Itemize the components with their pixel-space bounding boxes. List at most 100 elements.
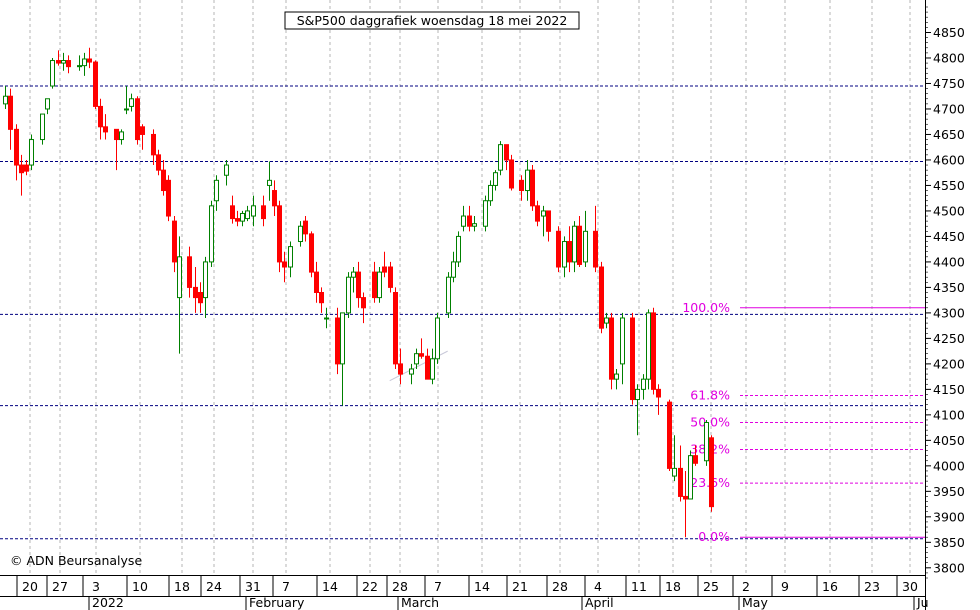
candle-down: [609, 312, 614, 390]
candle-body: [446, 276, 451, 314]
candle-down: [709, 435, 714, 512]
candle-up: [472, 216, 477, 232]
y-tick-label: 4050: [933, 433, 965, 448]
candle-up: [45, 98, 50, 115]
candle-body: [93, 61, 98, 107]
month-label: May: [742, 595, 768, 610]
candle-body: [193, 286, 198, 299]
x-tick-label: 18: [665, 579, 681, 594]
candle-down: [314, 261, 319, 303]
candle-body: [541, 210, 546, 217]
candle-down: [193, 267, 198, 313]
candle-body: [166, 179, 171, 217]
candle-body: [114, 128, 119, 141]
x-tick-label: 2: [742, 579, 750, 594]
candle-body: [288, 246, 293, 268]
x-tick-label: 18: [174, 579, 190, 594]
x-tick-label: 3: [92, 579, 100, 594]
candle-up: [446, 272, 451, 318]
candle-down: [467, 205, 472, 232]
candle-body: [572, 225, 577, 263]
candle-body: [129, 98, 134, 107]
candle-up: [488, 180, 493, 206]
y-tick-label: 4400: [933, 254, 965, 269]
candle-down: [14, 124, 19, 181]
candle-body: [451, 261, 456, 278]
y-tick-label: 3850: [933, 535, 965, 550]
candle-up: [583, 210, 588, 268]
candle-body: [119, 131, 124, 141]
candle-up: [124, 86, 129, 115]
candle-body: [282, 261, 287, 268]
candle-up: [267, 161, 272, 201]
candle-down: [187, 246, 192, 298]
candle-body: [319, 292, 324, 304]
candle-body: [688, 455, 693, 500]
candle-body: [303, 220, 308, 235]
candle-body: [29, 139, 34, 166]
candle-body: [3, 95, 8, 105]
candle-down: [693, 445, 698, 466]
candle-body: [472, 223, 477, 227]
candle-body: [393, 292, 398, 365]
candle-up: [377, 267, 382, 303]
candle-up: [409, 363, 414, 385]
candle-body: [356, 271, 361, 299]
candle-body: [8, 95, 13, 130]
candle-down: [335, 307, 340, 375]
candle-body: [14, 128, 19, 166]
candle-body: [103, 126, 108, 133]
x-tick-label: 7: [434, 579, 442, 594]
candle-down: [599, 261, 604, 334]
candle-down: [230, 195, 235, 224]
candle-down: [103, 114, 108, 140]
x-tick-label: 21: [512, 579, 528, 594]
candle-down: [282, 251, 287, 283]
x-tick-label: 28: [392, 579, 408, 594]
candle-body: [161, 169, 166, 192]
title-box: [284, 11, 580, 30]
candle-down: [656, 384, 661, 415]
candle-body: [546, 210, 551, 232]
candle-body: [409, 368, 414, 375]
candle-body: [577, 225, 582, 265]
y-tick-label: 4600: [933, 152, 965, 167]
candles-layer: [3, 47, 714, 538]
candle-down: [235, 210, 240, 227]
candle-body: [346, 276, 351, 314]
y-tick-label: 4100: [933, 407, 965, 422]
candle-down: [683, 470, 688, 538]
candle-up: [203, 256, 208, 318]
candle-body: [456, 235, 461, 263]
y-tick-label: 4850: [933, 25, 965, 40]
candle-body: [61, 60, 66, 64]
support-lines-layer: [0, 85, 925, 540]
candle-up: [224, 159, 229, 186]
x-tick-label: 9: [781, 579, 789, 594]
candle-body: [267, 179, 272, 186]
y-tick-label: 4200: [933, 356, 965, 371]
candle-body: [641, 378, 646, 390]
candle-body: [398, 363, 403, 375]
candle-body: [45, 98, 50, 110]
candle-up: [214, 175, 219, 211]
candle-up: [298, 221, 303, 247]
candle-body: [567, 241, 572, 263]
candle-down: [98, 98, 103, 140]
candle-body: [609, 317, 614, 380]
candle-up: [324, 307, 329, 329]
x-tick-label: 14: [474, 579, 490, 594]
y-tick-label: 4700: [933, 101, 965, 116]
y-tick-label: 4550: [933, 178, 965, 193]
candle-down: [272, 180, 277, 217]
candle-body: [604, 317, 609, 324]
candle-down: [114, 128, 119, 171]
candle-body: [525, 169, 530, 192]
y-tick-label: 4300: [933, 305, 965, 320]
candle-up: [61, 52, 66, 71]
candle-down: [303, 216, 308, 242]
candle-body: [235, 218, 240, 222]
chart-title: S&P500 daggrafiek woensdag 18 mei 2022: [297, 13, 568, 28]
candle-body: [635, 388, 640, 401]
candle-down: [8, 88, 13, 150]
